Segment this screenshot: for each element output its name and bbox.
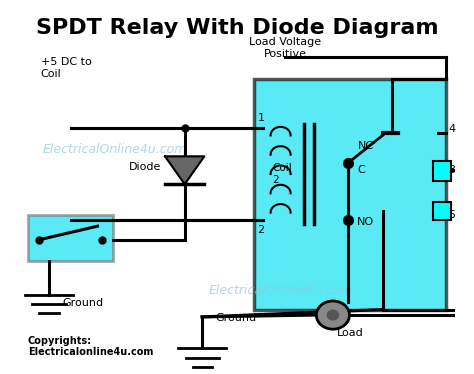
Bar [28, 215, 113, 261]
Text: C: C [357, 165, 365, 175]
Text: Ground: Ground [215, 313, 256, 323]
Bar [433, 202, 451, 220]
Text: Coil
2: Coil 2 [272, 163, 292, 185]
Text: SPDT Relay With Diode Diagram: SPDT Relay With Diode Diagram [36, 18, 438, 38]
Text: Copyrights:
Electricalonline4u.com: Copyrights: Electricalonline4u.com [28, 336, 153, 358]
Text: 1: 1 [257, 113, 264, 123]
Text: ElectricalOnline4u.com: ElectricalOnline4u.com [209, 285, 353, 297]
Text: 4: 4 [448, 125, 456, 135]
Text: 3: 3 [448, 165, 456, 175]
Bar [433, 161, 451, 181]
Text: ElectricalOnline4u.com: ElectricalOnline4u.com [43, 143, 187, 156]
Text: 2: 2 [257, 225, 264, 235]
Text: Load Voltage
Positive: Load Voltage Positive [249, 37, 321, 59]
Text: NC: NC [357, 141, 374, 151]
Polygon shape [165, 156, 204, 184]
Bar [255, 79, 446, 310]
Text: 5: 5 [448, 210, 456, 220]
Circle shape [327, 310, 338, 320]
Text: Load: Load [337, 328, 364, 338]
Text: NO: NO [357, 217, 374, 227]
Circle shape [316, 301, 349, 329]
Text: +5 DC to
Coil: +5 DC to Coil [41, 57, 91, 79]
Text: Ground: Ground [62, 298, 103, 309]
Text: Diode: Diode [129, 162, 162, 172]
